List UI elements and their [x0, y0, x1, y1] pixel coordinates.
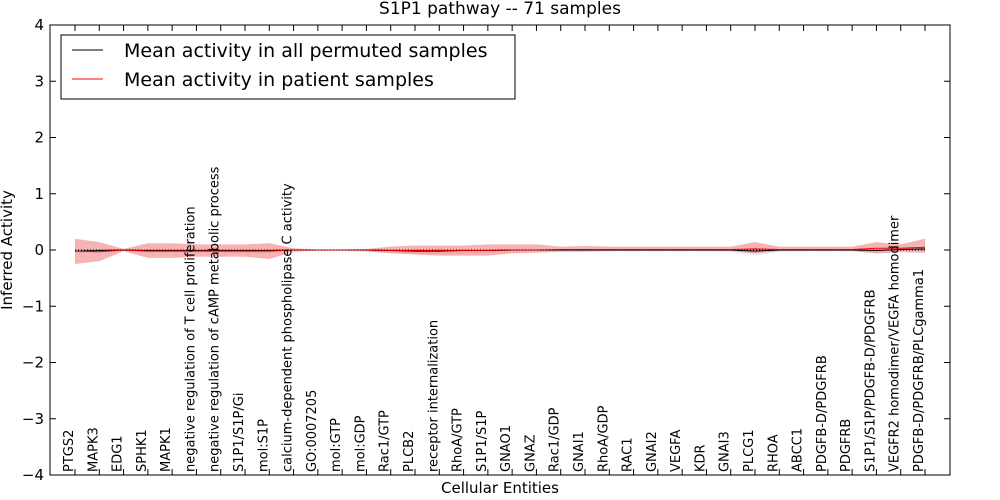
y-tick-label: −4	[22, 466, 44, 484]
x-axis-ticks: PTGS2 MAPK3 EDG1 SPHK1 MAPK1 negative regulat…	[62, 25, 927, 475]
x-tick-label: S1P1/S1P	[475, 410, 490, 472]
x-tick-label: GNAZ	[523, 434, 538, 472]
plot-area	[74, 238, 926, 265]
x-tick-label: ABCC1	[791, 428, 806, 472]
x-tick-label: PDGFB-D/PDGFRB/PLCgamma1	[912, 269, 927, 472]
band-patient	[75, 238, 925, 265]
chart-title: S1P1 pathway -- 71 samples	[379, 0, 621, 19]
x-tick-label: S1P1/S1P/PDGFB-D/PDGFRB	[863, 289, 878, 472]
x-tick-label: GNAO1	[499, 425, 514, 472]
x-tick-label: GNAI3	[718, 431, 733, 472]
line-patient	[74, 246, 926, 253]
y-tick-label: −1	[22, 297, 44, 315]
x-tick-label: GNAI2	[645, 431, 660, 472]
x-tick-label: VEGFR2 homodimer/VEGFA homodimer	[888, 215, 903, 472]
x-tick-label: receptor internalization	[426, 320, 441, 472]
x-tick-label: Rac1/GTP	[378, 410, 393, 472]
y-tick-label: −2	[22, 354, 44, 372]
y-tick-label: 2	[34, 129, 44, 147]
x-tick-label: Rac1/GDP	[548, 407, 563, 472]
x-tick-label: GO:0007205	[305, 390, 320, 472]
legend: Mean activity in all permuted samples Me…	[60, 34, 516, 100]
x-tick-label: KDR	[693, 444, 708, 472]
y-axis-label: Inferred Activity	[0, 190, 16, 310]
x-tick-label: S1P1/S1P/Gi	[232, 393, 247, 472]
legend-label-permuted: Mean activity in all permuted samples	[124, 40, 487, 62]
plot-frame	[49, 24, 951, 476]
x-tick-label: VEGFA	[669, 430, 684, 472]
x-tick-label: SPHK1	[135, 429, 150, 472]
y-tick-label: 3	[34, 72, 44, 90]
x-tick-label: PLCG1	[742, 429, 757, 472]
x-tick-label: calcium-dependent phospholipase C activi…	[281, 183, 296, 472]
x-axis-label: Cellular Entities	[441, 479, 559, 497]
y-axis-ticks: −4 −3 −2 −1 0 1 2 3 4	[22, 16, 950, 484]
y-tick-label: 1	[34, 185, 44, 203]
x-tick-label: negative regulation of cAMP metabolic pr…	[208, 166, 223, 472]
x-tick-label: RAC1	[621, 437, 636, 472]
x-tick-label: PDGFB-D/PDGFRB	[815, 355, 830, 472]
legend-label-patient: Mean activity in patient samples	[124, 69, 434, 91]
x-tick-label: RhoA/GTP	[451, 408, 466, 472]
y-tick-label: −3	[22, 410, 44, 428]
x-tick-label: GNAI1	[572, 431, 587, 472]
x-tick-label: RhoA/GDP	[596, 405, 611, 472]
x-tick-label: EDG1	[111, 435, 126, 472]
y-tick-label: 0	[34, 241, 44, 259]
x-tick-label: RHOA	[766, 434, 781, 472]
x-tick-label: MAPK1	[159, 427, 174, 472]
x-tick-label: MAPK3	[86, 427, 101, 472]
x-tick-label: PLCB2	[402, 431, 417, 472]
x-tick-label: PDGFRB	[839, 419, 854, 472]
x-tick-label: mol:S1P	[256, 419, 271, 472]
x-tick-label: mol:GTP	[329, 418, 344, 472]
x-tick-label: negative regulation of T cell proliferat…	[183, 206, 198, 472]
x-tick-label: PTGS2	[62, 430, 77, 472]
x-tick-label: mol:GDP	[353, 415, 368, 472]
y-tick-label: 4	[34, 16, 44, 34]
legend-box	[60, 34, 516, 100]
